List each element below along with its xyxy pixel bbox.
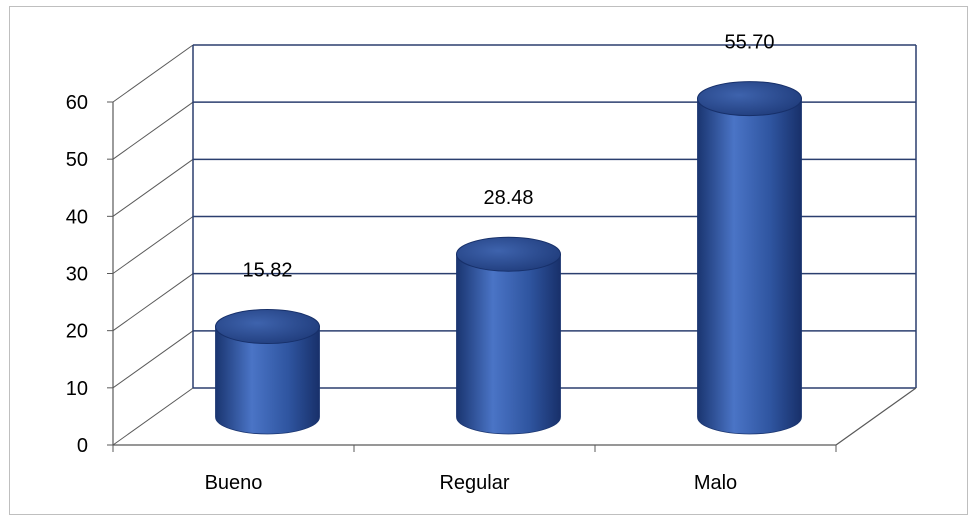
cylinder-body [697,98,802,435]
data-label: 15.82 [242,260,292,282]
side-wall-line [112,387,194,446]
data-label: 55.70 [724,32,774,54]
side-wall-line [112,101,194,160]
cylinder-cap [456,236,561,272]
cylinder-body [456,253,561,435]
bars [215,81,802,435]
y-tick-label: 10 [66,378,88,400]
y-tick-label: 20 [66,321,88,343]
side-wall-line [112,216,194,274]
y-tick-label: 60 [66,92,88,114]
chart-frame [9,6,968,515]
data-label: 28.48 [483,187,533,209]
x-category-label: Regular [439,472,509,494]
x-category-label: Bueno [205,472,263,494]
y-tick-label: 40 [66,206,88,228]
side-wall-line [112,44,194,103]
y-tick-label: 50 [66,149,88,171]
x-category-label: Malo [694,472,737,494]
cylinder-body [215,326,320,435]
side-wall-line [112,273,194,332]
side-wall-line [112,330,194,389]
side-wall-line [112,158,194,217]
labels: 0 10 20 30 40 50 60 Bueno 15.82 Regular 28.48 Malo 5… [66,32,775,494]
y-tick-label: 30 [66,264,88,286]
axes [107,101,917,452]
bar-bueno [215,309,320,435]
bar-regular [456,236,561,435]
cylinder-cap [215,309,320,345]
cylinder-cap [697,81,802,117]
bar-malo [697,81,802,435]
y-tick-label: 0 [77,435,88,457]
